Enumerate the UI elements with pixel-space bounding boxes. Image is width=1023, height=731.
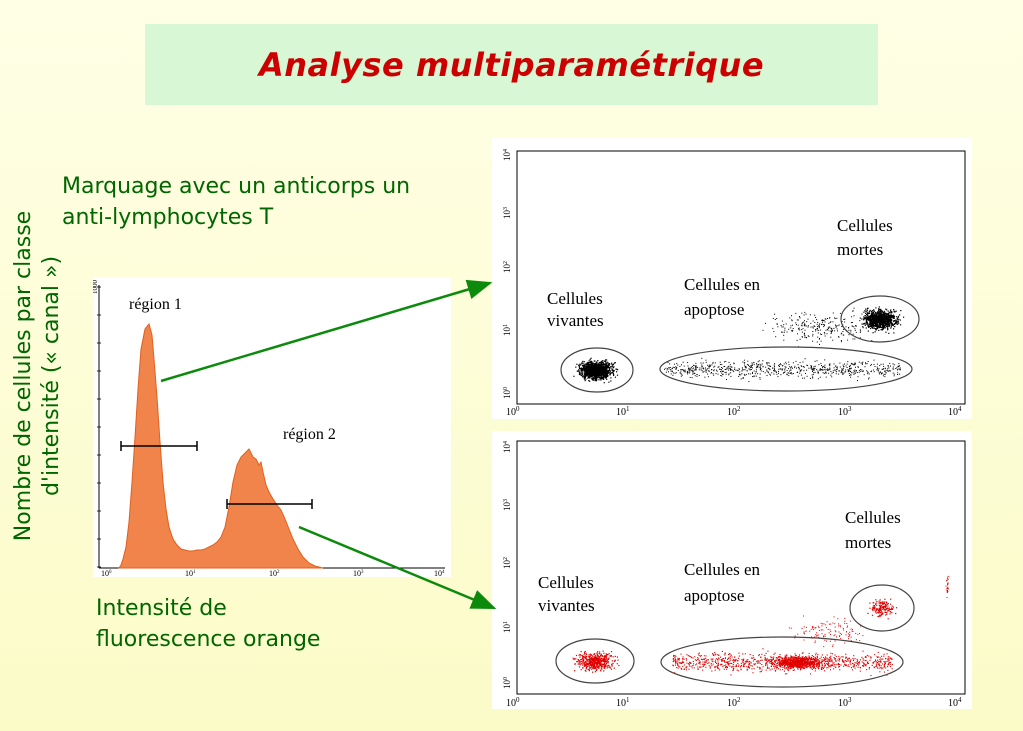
scatter-bottom-frame bbox=[516, 440, 966, 695]
bottom-mortes-gate bbox=[849, 584, 915, 632]
bottom-xtick-4: 104 bbox=[948, 696, 962, 709]
bottom-apoptose-gate bbox=[660, 636, 904, 688]
bottom-label-vivantes-2: vivantes bbox=[538, 596, 595, 615]
top-ytick-3: 103 bbox=[502, 207, 512, 219]
bottom-ytick-2: 102 bbox=[502, 557, 512, 569]
scatter-bottom-chart: Cellules vivantes Cellules en apoptose C… bbox=[502, 440, 966, 709]
histogram-y-axis-label: Nombre de cellules par classe d'intensit… bbox=[10, 176, 66, 576]
bottom-xtick-2: 102 bbox=[727, 696, 741, 709]
bottom-label-vivantes-1: Cellules bbox=[538, 573, 594, 592]
slide-title: Analyse multiparamétrique bbox=[258, 45, 765, 84]
top-apoptose-gate bbox=[659, 346, 913, 392]
hist-xtick-0: 100 bbox=[101, 569, 112, 577]
scatter-bottom-panel: Cellules vivantes Cellules en apoptose C… bbox=[492, 431, 972, 709]
histogram-panel: 1000 région 1 région 2 100 101 102 103 1… bbox=[91, 277, 451, 578]
bottom-ytick-1: 101 bbox=[502, 621, 512, 633]
region2-label: région 2 bbox=[283, 426, 336, 443]
bottom-label-apoptose-2: apoptose bbox=[684, 586, 744, 605]
marquage-line2: anti-lymphocytes T bbox=[62, 205, 274, 230]
top-label-apoptose-2: apoptose bbox=[684, 300, 744, 319]
y-label-line2: d'intensité (« canal ») bbox=[39, 255, 64, 497]
top-xtick-0: 100 bbox=[506, 405, 520, 418]
top-vivantes-gate bbox=[560, 347, 634, 393]
hist-xtick-3: 103 bbox=[353, 569, 364, 577]
bottom-label-mortes-2: mortes bbox=[845, 533, 891, 552]
top-ytick-4: 104 bbox=[502, 149, 512, 161]
bottom-ytick-3: 103 bbox=[502, 499, 512, 511]
top-xtick-4: 104 bbox=[948, 405, 962, 418]
hist-xtick-4: 104 bbox=[434, 569, 445, 577]
bottom-xtick-3: 103 bbox=[838, 696, 852, 709]
marquage-text: Marquage avec un anticorps un anti-lymph… bbox=[62, 171, 410, 233]
y-label-line1: Nombre de cellules par classe bbox=[11, 210, 36, 542]
x-label-line1: Intensité de bbox=[96, 596, 227, 621]
top-xtick-2: 102 bbox=[727, 405, 741, 418]
top-label-apoptose-1: Cellules en bbox=[684, 275, 761, 294]
hist-y-top-tick: 1000 bbox=[93, 280, 99, 295]
top-label-mortes-1: Cellules bbox=[837, 216, 893, 235]
top-mortes-gate bbox=[840, 295, 920, 343]
scatter-top-chart: Cellules vivantes Cellules en apoptose C… bbox=[502, 149, 966, 418]
top-ytick-2: 102 bbox=[502, 261, 512, 273]
histogram-curve bbox=[118, 322, 324, 569]
top-label-mortes-2: mortes bbox=[837, 240, 883, 259]
bottom-xtick-0: 100 bbox=[506, 696, 520, 709]
scatter-top-frame bbox=[516, 150, 966, 405]
marquage-line1: Marquage avec un anticorps un bbox=[62, 174, 411, 199]
x-label-line2: fluorescence orange bbox=[96, 627, 321, 652]
bottom-label-apoptose-1: Cellules en bbox=[684, 560, 761, 579]
histogram-chart: 1000 région 1 région 2 100 101 102 103 1… bbox=[91, 280, 445, 578]
region1-label: région 1 bbox=[129, 296, 182, 313]
title-banner: Analyse multiparamétrique bbox=[145, 24, 878, 105]
top-ytick-1: 101 bbox=[502, 324, 512, 336]
bottom-label-mortes-1: Cellules bbox=[845, 508, 901, 527]
top-ytick-0: 100 bbox=[502, 387, 512, 399]
top-label-vivantes-2: vivantes bbox=[547, 311, 604, 330]
top-xtick-1: 101 bbox=[616, 405, 630, 418]
bottom-xtick-1: 101 bbox=[616, 696, 630, 709]
top-xtick-3: 103 bbox=[838, 405, 852, 418]
bottom-ytick-0: 100 bbox=[502, 677, 512, 689]
hist-xtick-1: 101 bbox=[185, 569, 196, 577]
bottom-vivantes-gate bbox=[555, 638, 635, 684]
hist-xtick-2: 102 bbox=[269, 569, 280, 577]
top-label-vivantes-1: Cellules bbox=[547, 289, 603, 308]
bottom-ytick-4: 104 bbox=[502, 441, 512, 453]
histogram-x-axis-label: Intensité de fluorescence orange bbox=[96, 593, 320, 655]
scatter-top-panel: Cellules vivantes Cellules en apoptose C… bbox=[492, 137, 972, 419]
